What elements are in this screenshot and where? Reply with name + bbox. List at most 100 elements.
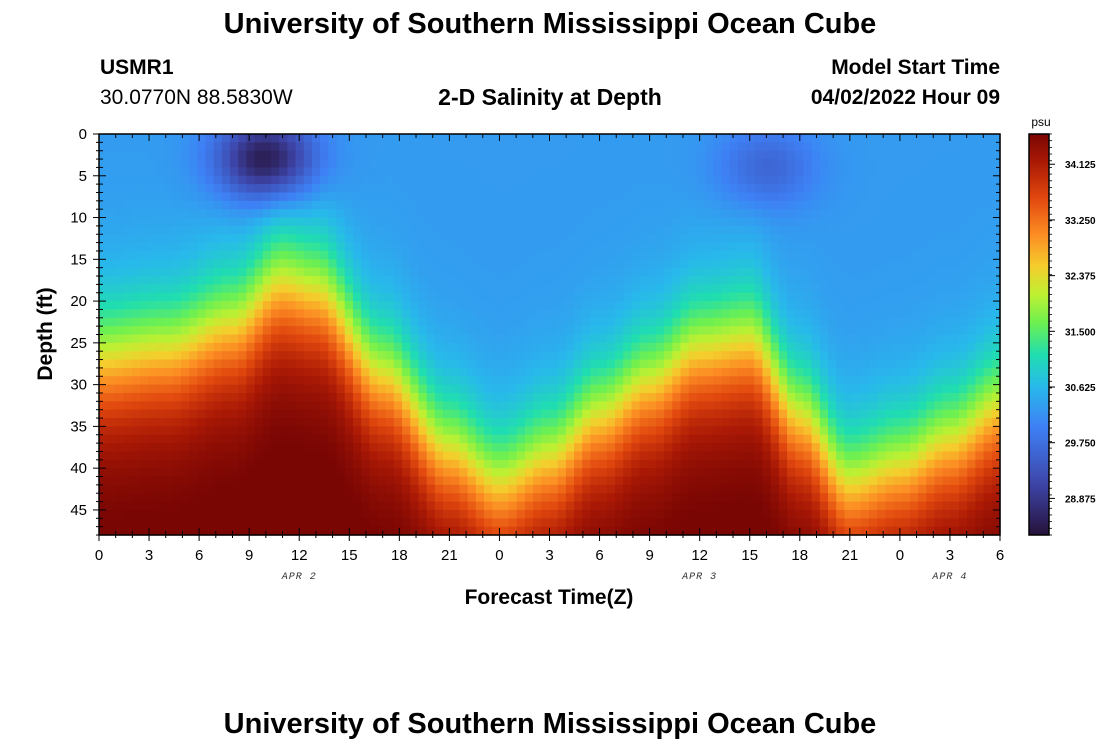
heatmap-cell (328, 334, 338, 344)
heatmap-cell (246, 150, 256, 160)
heatmap-cell (492, 476, 501, 486)
heatmap-cell (524, 451, 534, 461)
heatmap-cell (287, 225, 297, 235)
heatmap-cell (262, 409, 272, 419)
heatmap-cell (123, 451, 133, 461)
heatmap-cell (524, 284, 534, 294)
heatmap-cell (631, 351, 641, 361)
heatmap-cell (590, 167, 600, 177)
heatmap-cell (672, 267, 682, 277)
heatmap-cell (918, 267, 927, 277)
heatmap-cell (967, 484, 977, 494)
heatmap-cell (639, 184, 649, 194)
heatmap-cell (672, 426, 682, 436)
heatmap-cell (524, 484, 534, 494)
heatmap-cell (131, 250, 141, 260)
heatmap-cell (664, 167, 673, 177)
heatmap-cell (328, 493, 338, 503)
heatmap-cell (754, 234, 764, 244)
heatmap-cell (565, 334, 575, 344)
heatmap-cell (205, 192, 215, 202)
heatmap-cell (770, 351, 780, 361)
heatmap-cell (230, 267, 239, 277)
heatmap-cell (172, 309, 182, 319)
heatmap-cell (680, 234, 690, 244)
heatmap-cell (139, 493, 149, 503)
heatmap-cell (107, 459, 116, 469)
heatmap-cell (885, 443, 895, 453)
heatmap-cell (328, 200, 338, 210)
heatmap-cell (934, 434, 944, 444)
heatmap-cell (262, 217, 272, 227)
heatmap-cell (672, 242, 682, 252)
heatmap-cell (189, 150, 198, 160)
heatmap-cell (959, 418, 968, 427)
heatmap-cell (189, 476, 198, 486)
heatmap-cell (262, 501, 272, 511)
heatmap-cell (868, 367, 878, 377)
heatmap-cell (942, 142, 952, 152)
heatmap-cell (721, 392, 731, 402)
heatmap-cell (819, 359, 829, 369)
heatmap-cell (459, 384, 469, 394)
heatmap-cell (139, 175, 149, 185)
heatmap-cell (115, 476, 125, 486)
heatmap-cell (549, 134, 559, 143)
heatmap-cell (803, 342, 813, 352)
heatmap-cell (713, 317, 723, 327)
heatmap-cell (615, 209, 624, 219)
heatmap-cell (393, 184, 403, 194)
heatmap-cell (377, 409, 387, 419)
heatmap-cell (500, 301, 510, 311)
heatmap-cell (164, 192, 174, 202)
heatmap-cell (729, 234, 739, 244)
heatmap-cell (705, 134, 714, 143)
heatmap-cell (582, 392, 592, 402)
heatmap-cell (647, 401, 657, 411)
heatmap-cell (590, 401, 600, 411)
heatmap-cell (582, 326, 592, 336)
heatmap-cell (844, 200, 854, 210)
heatmap-cell (901, 284, 911, 294)
heatmap-cell (369, 392, 379, 402)
heatmap-cell (565, 175, 575, 185)
heatmap-cell (533, 459, 542, 469)
heatmap-cell (754, 301, 764, 311)
heatmap-cell (827, 484, 837, 494)
heatmap-cell (967, 292, 977, 302)
heatmap-cell (426, 200, 436, 210)
heatmap-cell (475, 301, 485, 311)
heatmap-cell (115, 351, 125, 361)
heatmap-cell (909, 167, 919, 177)
heatmap-cell (262, 292, 272, 302)
heatmap-cell (926, 250, 936, 260)
heatmap-cell (271, 284, 280, 294)
heatmap-cell (770, 242, 780, 252)
heatmap-cell (877, 443, 886, 453)
heatmap-cell (926, 284, 936, 294)
heatmap-cell (623, 276, 633, 285)
heatmap-cell (492, 209, 501, 219)
heatmap-cell (770, 175, 780, 185)
heatmap-cell (565, 443, 575, 453)
heatmap-cell (443, 418, 452, 427)
heatmap-cell (598, 242, 608, 252)
heatmap-cell (909, 334, 919, 344)
heatmap-cell (926, 359, 936, 369)
heatmap-cell (271, 443, 280, 453)
heatmap-cell (475, 476, 485, 486)
heatmap-cell (99, 242, 108, 252)
heatmap-cell (459, 367, 469, 377)
heatmap-cell (410, 175, 420, 185)
heatmap-cell (180, 351, 190, 361)
heatmap-cell (352, 434, 362, 444)
heatmap-cell (836, 309, 845, 319)
heatmap-cell (344, 192, 354, 202)
heatmap-cell (557, 209, 567, 219)
heatmap-cell (172, 184, 182, 194)
heatmap-cell (942, 225, 952, 235)
heatmap-cell (778, 276, 788, 285)
heatmap-cell (443, 434, 452, 444)
heatmap-cell (811, 250, 821, 260)
heatmap-cell (860, 234, 870, 244)
